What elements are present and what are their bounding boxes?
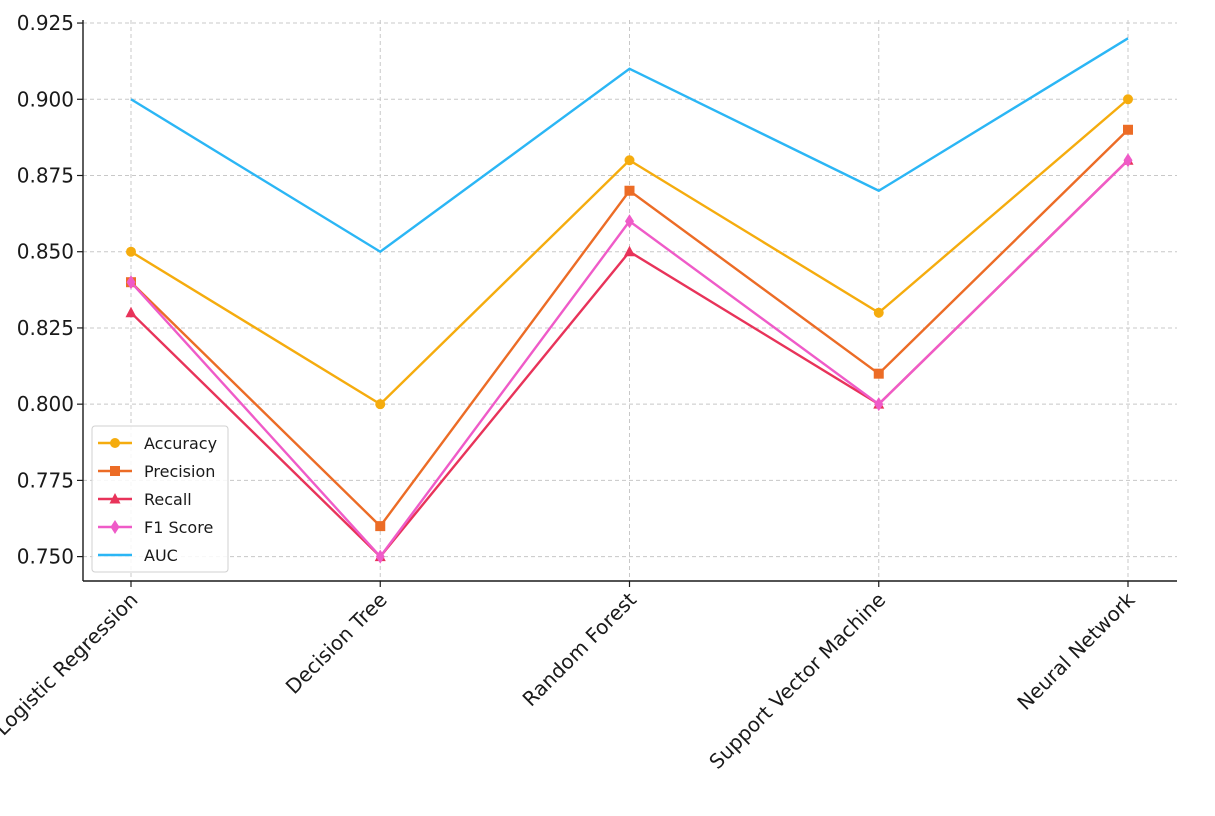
- series-accuracy-point: [126, 246, 136, 257]
- series-precision-point: [873, 368, 884, 379]
- series-precision-point: [1123, 124, 1133, 135]
- y-tick-label: 0.925: [17, 11, 74, 35]
- y-tick-label: 0.800: [17, 392, 74, 416]
- y-tick-label: 0.875: [17, 163, 74, 187]
- series-f1-score-point: [625, 214, 634, 229]
- series-accuracy-point: [624, 155, 635, 166]
- legend-item-auc: AUC: [98, 546, 178, 565]
- series-f1-score-point: [375, 549, 385, 564]
- y-tick-label: 0.900: [17, 87, 74, 111]
- legend-item-precision: Precision: [98, 462, 215, 481]
- series-f1-score-point: [1123, 153, 1133, 168]
- legend-label: Recall: [144, 490, 192, 509]
- series-precision-point: [375, 521, 386, 532]
- legend-label: Accuracy: [144, 434, 217, 453]
- x-tick-label: Decision Tree: [281, 588, 392, 699]
- y-tick-label: 0.750: [17, 545, 74, 569]
- x-tick-label: Neural Network: [1012, 587, 1139, 714]
- legend-recall-point: [109, 493, 121, 504]
- series-accuracy: [126, 94, 1133, 410]
- series-line-auc: [130, 37, 1129, 254]
- series-accuracy-point: [873, 307, 884, 318]
- legend-f1-score-point: [110, 520, 120, 534]
- legend-label: Precision: [144, 462, 215, 481]
- series-accuracy-point: [375, 399, 386, 410]
- legend: Accuracy Precision Recall F1 Score AUC: [91, 425, 229, 573]
- y-tick-label: 0.850: [17, 240, 74, 264]
- y-tick-label: 0.825: [17, 316, 74, 340]
- series-precision-point: [624, 185, 635, 196]
- legend-frame: [91, 425, 229, 573]
- legend-label: F1 Score: [144, 518, 213, 537]
- series-auc: [130, 37, 1129, 254]
- legend-precision-point: [110, 466, 120, 476]
- grid: [83, 20, 1177, 581]
- x-tick-label: Random Forest: [518, 587, 642, 711]
- legend-item-accuracy: Accuracy: [98, 434, 217, 453]
- y-tick-label: 0.775: [17, 468, 74, 492]
- series-group: [125, 37, 1134, 564]
- x-tick-label: Support Vector Machine: [704, 588, 890, 774]
- legend-item-recall: Recall: [98, 490, 192, 509]
- x-tick-label: Logistic Regression: [0, 588, 143, 741]
- legend-label: AUC: [144, 546, 178, 565]
- series-f1-score: [126, 153, 1133, 564]
- series-f1-score-point: [126, 275, 136, 290]
- series-f1-score-point: [874, 397, 884, 412]
- series-recall-point: [125, 306, 137, 318]
- series-recall-point: [624, 245, 635, 257]
- legend-accuracy-point: [110, 438, 120, 448]
- legend-item-f1-score: F1 Score: [98, 518, 213, 537]
- axes: 0.750 0.775 0.800 0.825 0.850 0.875 0.900 0.925…: [0, 11, 1177, 774]
- series-accuracy-point: [1123, 94, 1133, 105]
